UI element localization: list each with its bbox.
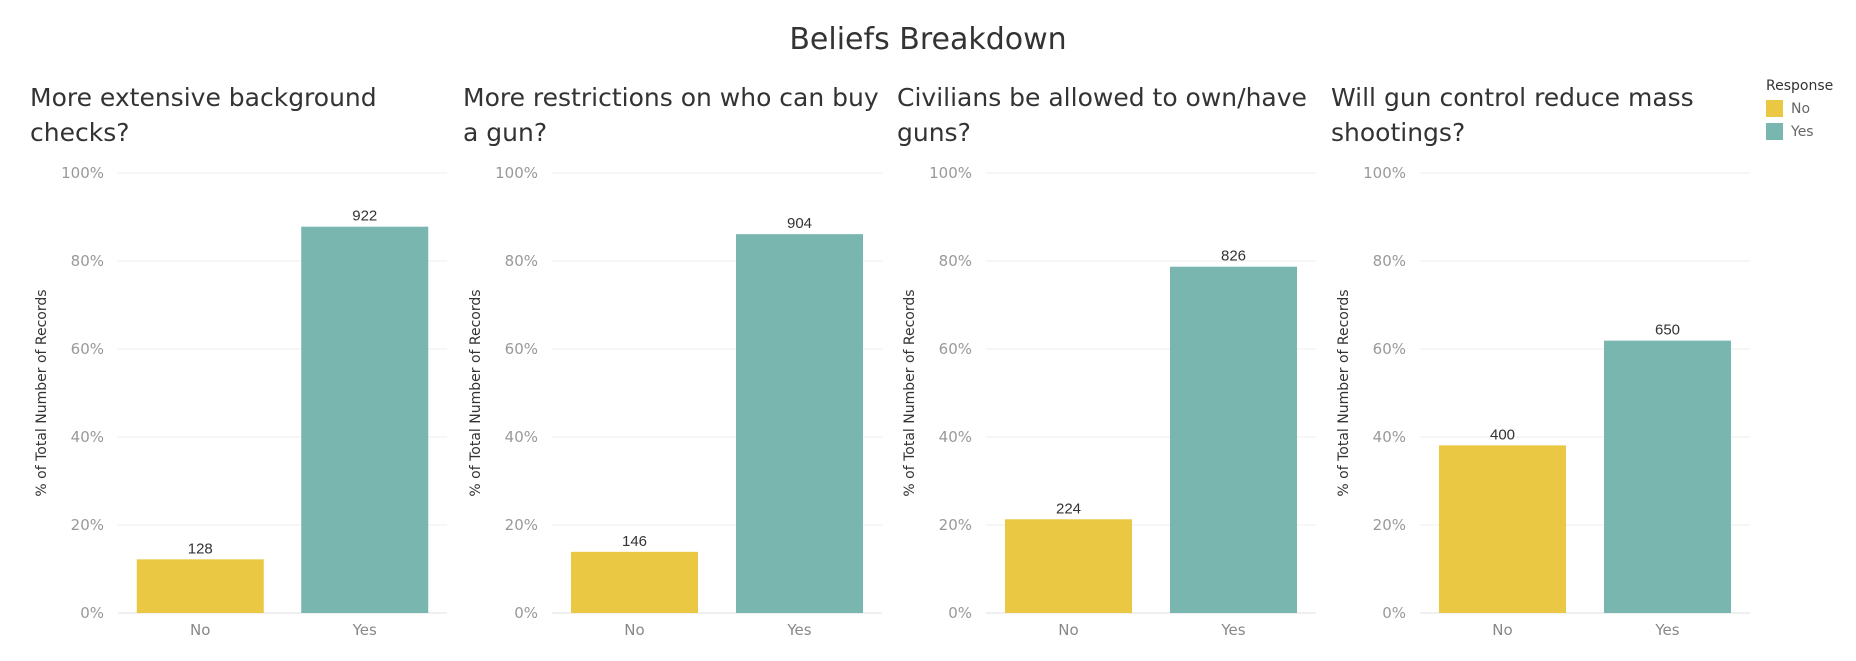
y-tick-label: 60% bbox=[1373, 340, 1406, 358]
x-tick-label: Yes bbox=[786, 621, 811, 639]
bar-yes[interactable] bbox=[1604, 340, 1731, 613]
data-label: 922 bbox=[352, 208, 377, 225]
y-tick-label: 100% bbox=[61, 164, 104, 182]
panel-title-mass-shootings: Will gun control reduce mass shootings? bbox=[1331, 83, 1694, 147]
y-tick-label: 40% bbox=[71, 428, 104, 446]
bar-no[interactable] bbox=[1439, 445, 1566, 613]
y-tick-label: 0% bbox=[1382, 604, 1406, 622]
data-label: 904 bbox=[787, 215, 812, 232]
y-tick-label: 20% bbox=[505, 516, 538, 534]
x-tick-label: Yes bbox=[1220, 621, 1245, 639]
y-tick-label: 100% bbox=[1363, 164, 1406, 182]
x-tick-label: Yes bbox=[352, 621, 377, 639]
data-label: 146 bbox=[622, 533, 647, 550]
x-tick-label: No bbox=[1058, 621, 1078, 639]
y-tick-label: 0% bbox=[948, 604, 972, 622]
y-axis-label: % of Total Number of Records bbox=[1336, 289, 1352, 496]
legend-item-no[interactable]: No bbox=[1766, 100, 1833, 117]
data-label: 826 bbox=[1221, 248, 1246, 265]
y-tick-label: 60% bbox=[505, 340, 538, 358]
y-tick-label: 0% bbox=[514, 604, 538, 622]
y-tick-label: 20% bbox=[71, 516, 104, 534]
y-tick-label: 100% bbox=[495, 164, 538, 182]
legend-item-yes[interactable]: Yes bbox=[1766, 123, 1833, 140]
y-tick-label: 20% bbox=[1373, 516, 1406, 534]
y-tick-label: 80% bbox=[939, 252, 972, 270]
y-tick-label: 0% bbox=[80, 604, 104, 622]
panel-title-background-checks: More extensive background checks? bbox=[30, 83, 377, 147]
y-tick-label: 40% bbox=[505, 428, 538, 446]
bar-no[interactable] bbox=[1005, 519, 1132, 613]
y-tick-label: 80% bbox=[505, 252, 538, 270]
legend-swatch-no bbox=[1766, 100, 1783, 117]
data-label: 128 bbox=[188, 540, 213, 557]
y-tick-label: 80% bbox=[1373, 252, 1406, 270]
x-tick-label: No bbox=[624, 621, 644, 639]
data-label: 224 bbox=[1056, 500, 1081, 517]
x-tick-label: No bbox=[1492, 621, 1512, 639]
y-axis-label: % of Total Number of Records bbox=[468, 289, 484, 496]
y-tick-label: 20% bbox=[939, 516, 972, 534]
legend-label-yes: Yes bbox=[1791, 123, 1814, 140]
bar-yes[interactable] bbox=[301, 226, 429, 613]
x-tick-label: Yes bbox=[1654, 621, 1679, 639]
bar-yes[interactable] bbox=[1170, 266, 1297, 613]
data-label: 650 bbox=[1655, 322, 1680, 339]
y-tick-label: 80% bbox=[71, 252, 104, 270]
data-label: 400 bbox=[1490, 426, 1515, 443]
y-tick-label: 60% bbox=[71, 340, 104, 358]
legend-swatch-yes bbox=[1766, 123, 1783, 140]
legend: Response No Yes bbox=[1766, 78, 1833, 140]
legend-title: Response bbox=[1766, 78, 1834, 94]
bar-no[interactable] bbox=[136, 559, 264, 613]
panel-title-civilians-own-guns: Civilians be allowed to own/have guns? bbox=[897, 83, 1307, 147]
y-axis-label: % of Total Number of Records bbox=[902, 289, 918, 496]
panel-title-restrictions: More restrictions on who can buy a gun? bbox=[463, 83, 879, 147]
y-tick-label: 60% bbox=[939, 340, 972, 358]
bar-no[interactable] bbox=[571, 551, 698, 613]
bar-yes[interactable] bbox=[736, 234, 863, 613]
y-tick-label: 100% bbox=[929, 164, 972, 182]
x-tick-label: No bbox=[190, 621, 210, 639]
y-tick-label: 40% bbox=[939, 428, 972, 446]
y-tick-label: 40% bbox=[1373, 428, 1406, 446]
chart-main-title: Beliefs Breakdown bbox=[789, 22, 1067, 57]
legend-label-no: No bbox=[1791, 100, 1811, 117]
y-axis-label: % of Total Number of Records bbox=[34, 289, 50, 496]
